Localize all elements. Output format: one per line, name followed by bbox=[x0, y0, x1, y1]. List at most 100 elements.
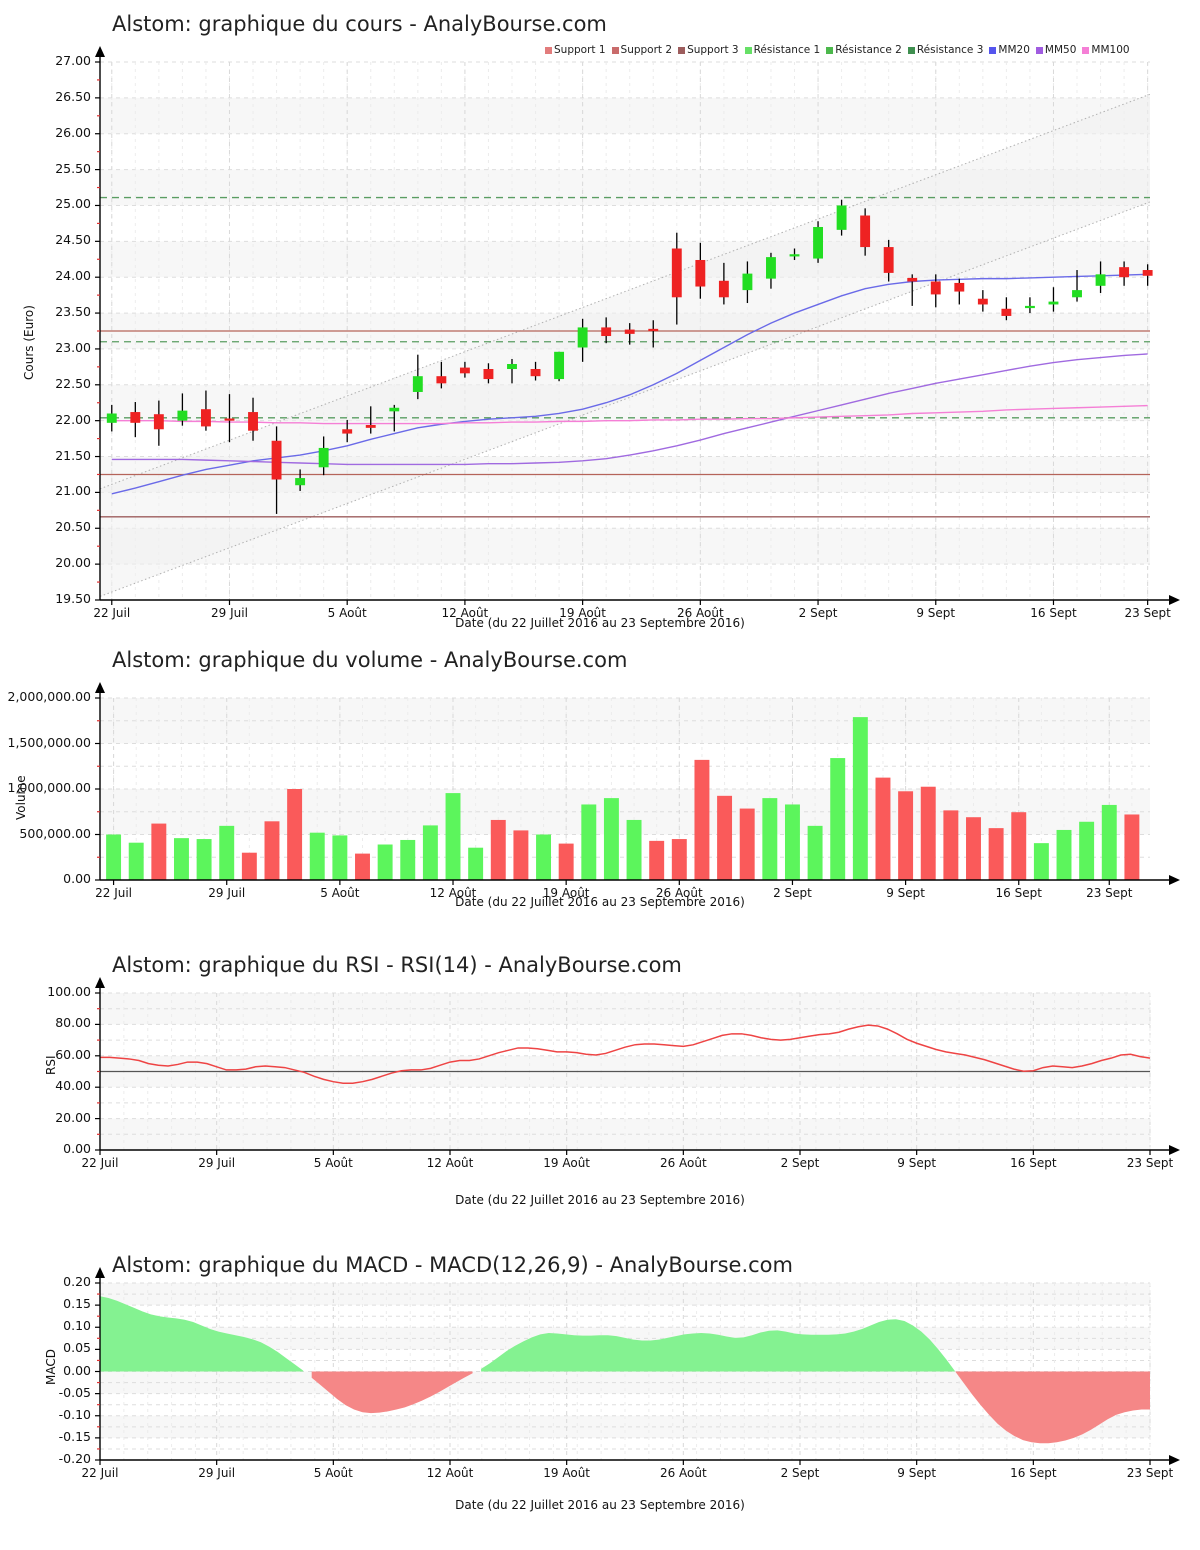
price-y-tick: 20.50 bbox=[55, 519, 91, 535]
candlestick bbox=[507, 358, 517, 384]
candlestick bbox=[860, 208, 871, 256]
volume-bar bbox=[1033, 843, 1049, 880]
candlestick bbox=[1072, 270, 1082, 302]
volume-bar bbox=[309, 832, 325, 880]
volume-bar bbox=[1079, 821, 1095, 880]
macd-x-tick: 16 Sept bbox=[1010, 1466, 1057, 1480]
volume-bar bbox=[151, 823, 167, 880]
rsi-chart-svg bbox=[95, 977, 1180, 1155]
price-chart-legend: Support 1 Support 2 Support 3 Résistance 1 R… bbox=[545, 44, 1133, 56]
candlestick bbox=[342, 419, 353, 443]
macd-x-tick: 2 Sept bbox=[780, 1466, 820, 1480]
candlestick bbox=[271, 426, 282, 514]
rsi-x-tick: 9 Sept bbox=[897, 1156, 937, 1170]
price-x-tick: 12 Août bbox=[441, 606, 489, 620]
candlestick bbox=[389, 404, 400, 432]
volume-bar bbox=[920, 786, 936, 880]
rsi-y-tick: 100.00 bbox=[47, 984, 91, 999]
volume-bar bbox=[219, 825, 235, 880]
price-y-tick: 21.50 bbox=[55, 447, 91, 463]
price-chart-svg bbox=[95, 46, 1180, 605]
price-x-tick: 19 Août bbox=[559, 606, 606, 620]
legend-item-mm50[interactable]: MM50 bbox=[1035, 44, 1077, 56]
volume-bar bbox=[1124, 814, 1140, 880]
price-y-tick: 20.00 bbox=[55, 555, 91, 571]
rsi-x-tick: 19 Août bbox=[543, 1156, 591, 1170]
candlestick bbox=[930, 274, 941, 308]
macd-y-tick: -0.05 bbox=[58, 1384, 91, 1400]
volume-bar bbox=[762, 798, 778, 880]
macd-y-tick: 0.20 bbox=[63, 1274, 91, 1289]
volume-bar bbox=[287, 789, 303, 880]
candlestick bbox=[318, 436, 329, 476]
volume-bar bbox=[241, 852, 257, 880]
legend-item-support-2[interactable]: Support 2 bbox=[611, 44, 672, 56]
legend-item-support-3[interactable]: Support 3 bbox=[678, 44, 739, 56]
candlestick bbox=[601, 317, 612, 344]
volume-chart-title: Alstom: graphique du volume - AnalyBours… bbox=[112, 648, 628, 672]
volume-y-tick: 0.00 bbox=[63, 871, 91, 886]
candlestick bbox=[365, 406, 376, 434]
macd-y-tick: 0.00 bbox=[63, 1362, 91, 1378]
volume-bar bbox=[264, 821, 280, 880]
volume-bar bbox=[966, 817, 981, 880]
legend-item-mm100[interactable]: MM100 bbox=[1082, 44, 1130, 56]
volume-bar bbox=[1101, 804, 1117, 880]
volume-bar bbox=[490, 819, 506, 880]
volume-bar bbox=[694, 759, 710, 880]
volume-bar bbox=[377, 844, 393, 880]
volume-bar bbox=[173, 838, 189, 880]
price-x-tick: 29 Juil bbox=[211, 606, 248, 620]
macd-chart-title: Alstom: graphique du MACD - MACD(12,26,9… bbox=[112, 1253, 793, 1277]
volume-bar bbox=[536, 834, 552, 880]
volume-x-tick: 16 Sept bbox=[995, 886, 1042, 900]
rsi-y-tick: 0.00 bbox=[63, 1141, 91, 1156]
legend-label: MM100 bbox=[1091, 44, 1130, 56]
legend-swatch-icon bbox=[1035, 46, 1043, 54]
legend-swatch-icon bbox=[744, 46, 752, 54]
candlestick bbox=[200, 390, 211, 431]
candlestick bbox=[577, 318, 588, 362]
candlestick bbox=[789, 248, 800, 260]
candlestick bbox=[883, 239, 894, 282]
candlestick bbox=[554, 351, 565, 382]
legend-swatch-icon bbox=[989, 46, 997, 54]
macd-y-tick: 0.05 bbox=[63, 1340, 91, 1356]
macd-x-tick: 23 Sept bbox=[1126, 1466, 1174, 1480]
price-x-axis-label: Date (du 22 Juillet 2016 au 23 Septembre… bbox=[455, 616, 745, 630]
price-y-tick: 25.00 bbox=[55, 196, 91, 212]
legend-item-support-1[interactable]: Support 1 bbox=[545, 44, 606, 56]
candlestick bbox=[766, 252, 776, 289]
volume-bar bbox=[807, 825, 823, 880]
legend-item-r-sistance-1[interactable]: Résistance 1 bbox=[744, 44, 820, 56]
volume-bar bbox=[106, 834, 122, 880]
macd-positive-area bbox=[100, 1296, 956, 1372]
macd-x-tick: 26 Août bbox=[659, 1466, 707, 1480]
candlestick bbox=[813, 221, 823, 263]
volume-x-tick: 23 Sept bbox=[1086, 886, 1133, 900]
price-y-tick: 22.50 bbox=[55, 375, 91, 391]
price-y-tick: 23.00 bbox=[55, 339, 91, 355]
legend-item-r-sistance-2[interactable]: Résistance 2 bbox=[826, 44, 902, 56]
volume-bar bbox=[898, 791, 914, 880]
candlestick bbox=[530, 361, 541, 381]
legend-item-mm20[interactable]: MM20 bbox=[989, 44, 1030, 56]
price-y-tick: 23.50 bbox=[55, 304, 91, 320]
price-y-tick: 27.00 bbox=[55, 53, 91, 68]
candlestick bbox=[1001, 297, 1012, 321]
rsi-y-tick: 20.00 bbox=[55, 1109, 91, 1125]
volume-bar bbox=[1011, 812, 1027, 880]
legend-swatch-icon bbox=[545, 46, 552, 54]
rsi-y-tick: 60.00 bbox=[55, 1046, 91, 1062]
rsi-x-tick: 23 Sept bbox=[1126, 1156, 1174, 1170]
candlestick bbox=[248, 397, 258, 441]
price-x-tick: 2 Sept bbox=[798, 606, 838, 620]
rsi-x-tick: 12 Août bbox=[426, 1156, 474, 1170]
macd-x-tick: 5 Août bbox=[313, 1466, 353, 1480]
rsi-line bbox=[100, 1024, 1151, 1085]
legend-item-r-sistance-3[interactable]: Résistance 3 bbox=[907, 44, 983, 56]
volume-bar bbox=[626, 819, 642, 880]
volume-bar bbox=[603, 798, 619, 880]
legend-label: Support 1 bbox=[554, 44, 606, 56]
legend-label: MM50 bbox=[1044, 44, 1077, 56]
